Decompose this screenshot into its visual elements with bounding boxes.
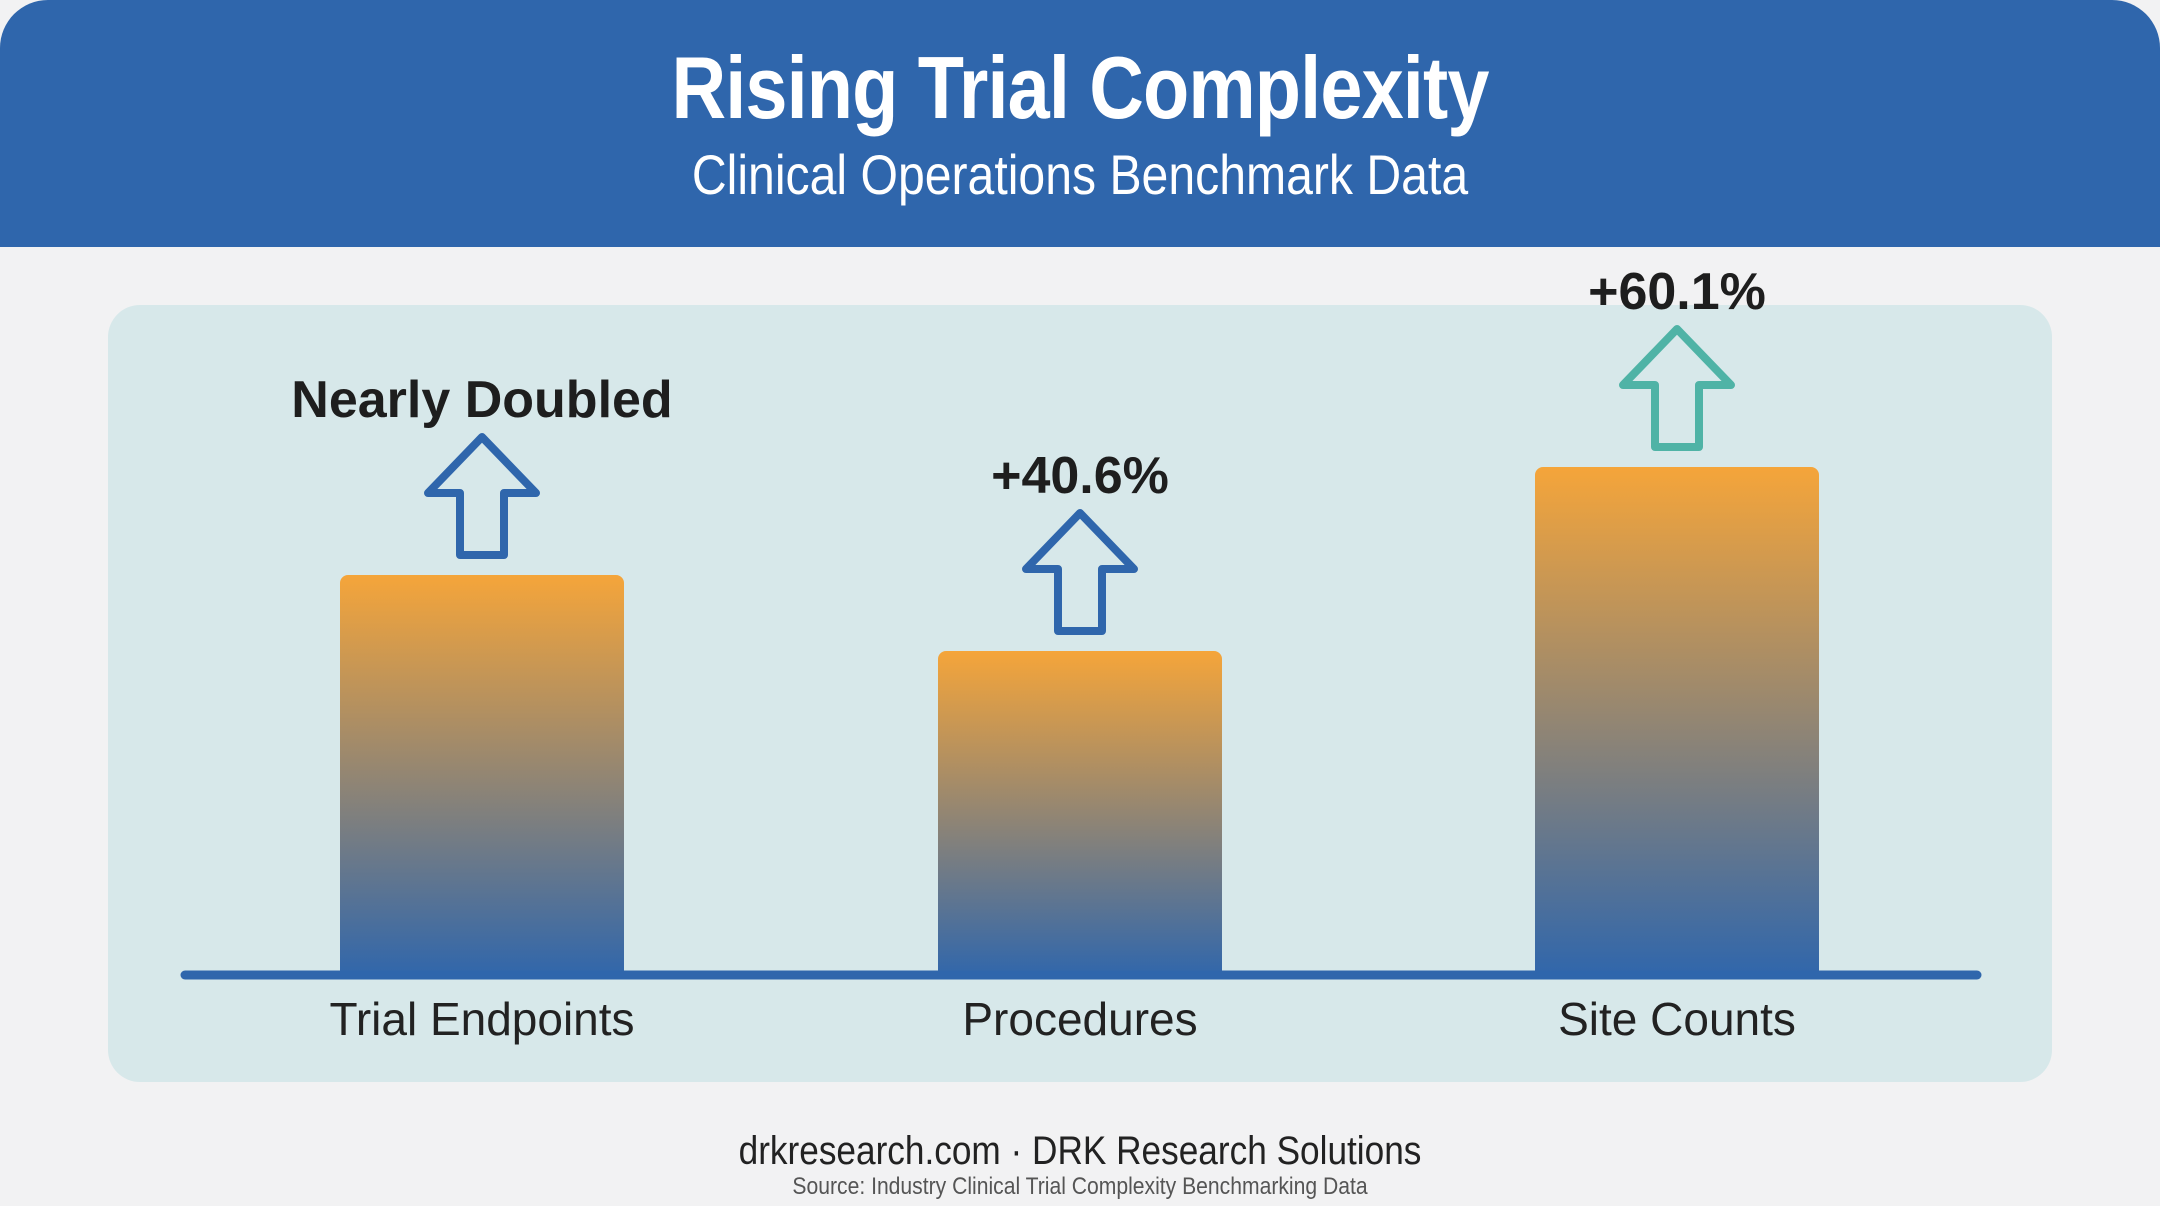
bar-trial-endpoints <box>340 575 624 979</box>
up-arrow-icon-site-counts <box>1619 325 1735 451</box>
header-banner: Rising Trial Complexity Clinical Operati… <box>0 0 2160 247</box>
annotation-site-counts: +60.1% <box>1588 263 1766 321</box>
bar-procedures <box>938 651 1222 979</box>
category-label-procedures: Procedures <box>962 993 1197 1045</box>
page-title: Rising Trial Complexity <box>671 38 1489 137</box>
annotation-procedures: +40.6% <box>991 447 1169 505</box>
footer-site-text: drkresearch.com · DRK Research Solutions <box>738 1129 1422 1173</box>
footer-source-text: Source: Industry Clinical Trial Complexi… <box>792 1173 1368 1200</box>
category-label-site-counts: Site Counts <box>1558 993 1796 1045</box>
page-subtitle: Clinical Operations Benchmark Data <box>691 143 1469 206</box>
category-label-trial-endpoints: Trial Endpoints <box>329 993 634 1045</box>
up-arrow-icon-procedures <box>1022 509 1138 635</box>
bar-site-counts <box>1535 467 1819 979</box>
annotation-trial-endpoints: Nearly Doubled <box>291 371 672 429</box>
up-arrow-icon-trial-endpoints <box>424 433 540 559</box>
